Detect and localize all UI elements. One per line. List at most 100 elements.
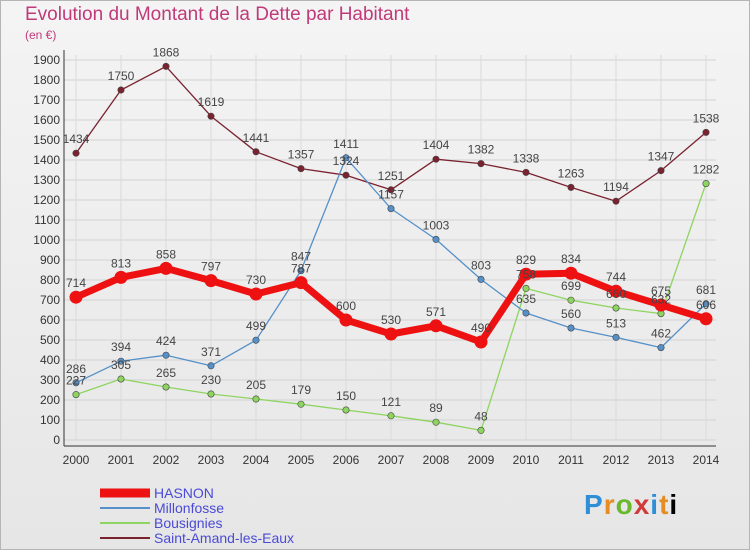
y-tick-label: 1100 xyxy=(34,213,60,227)
data-label: 1251 xyxy=(378,169,405,183)
x-tick-label: 2011 xyxy=(558,453,584,467)
data-label: 787 xyxy=(291,262,311,276)
data-label: 834 xyxy=(561,252,581,266)
axes: 0 100 200 300 400 500 600 700 800 900 1000 1100 1200… xyxy=(33,50,720,467)
y-tick-label: 1700 xyxy=(33,93,60,107)
data-label: 513 xyxy=(606,316,626,330)
data-label: 1347 xyxy=(648,150,675,164)
data-point xyxy=(477,426,485,434)
data-point xyxy=(474,335,488,349)
data-point xyxy=(699,312,713,326)
data-point xyxy=(72,379,80,387)
y-tick-label: 100 xyxy=(40,413,60,427)
data-point xyxy=(654,298,668,312)
data-label: 499 xyxy=(246,319,266,333)
x-tick-label: 2004 xyxy=(243,453,270,467)
y-tick-label: 1300 xyxy=(33,173,60,187)
data-point xyxy=(159,261,173,275)
x-tick-label: 2009 xyxy=(468,453,495,467)
data-label: 560 xyxy=(561,307,581,321)
data-label: 1411 xyxy=(333,137,359,151)
data-label: 606 xyxy=(696,298,716,312)
data-label: 230 xyxy=(201,373,221,387)
y-tick-label: 600 xyxy=(40,313,60,327)
data-point xyxy=(657,344,665,352)
data-point xyxy=(162,62,170,70)
chart-subtitle: (en €) xyxy=(25,28,57,42)
data-point xyxy=(432,155,440,163)
data-point xyxy=(702,180,710,188)
data-point xyxy=(72,149,80,157)
legend-label: Millonfosse xyxy=(154,500,224,516)
data-point xyxy=(162,351,170,359)
x-tick-label: 2000 xyxy=(63,453,90,467)
x-tick-label: 2003 xyxy=(198,453,225,467)
data-label: 1324 xyxy=(333,154,360,168)
data-label: 858 xyxy=(156,247,176,261)
data-label: 462 xyxy=(651,327,671,341)
data-point xyxy=(522,284,530,292)
y-tick-label: 1200 xyxy=(33,193,60,207)
data-label: 490 xyxy=(471,321,491,335)
data-point xyxy=(612,197,620,205)
y-tick-label: 0 xyxy=(53,433,60,447)
data-point xyxy=(387,412,395,420)
x-tick-label: 2007 xyxy=(378,453,405,467)
y-tick-label: 1600 xyxy=(33,113,60,127)
data-label: 530 xyxy=(381,313,401,327)
data-label: 758 xyxy=(516,267,536,281)
data-point xyxy=(72,391,80,399)
data-label: 150 xyxy=(336,389,356,403)
data-point xyxy=(432,418,440,426)
data-label: 89 xyxy=(429,401,443,415)
data-label: 265 xyxy=(156,366,176,380)
data-label: 424 xyxy=(156,334,176,348)
x-tick-label: 2010 xyxy=(513,453,540,467)
data-label: 675 xyxy=(651,284,671,298)
chart-title: Evolution du Montant de la Dette par Hab… xyxy=(25,4,410,25)
data-point xyxy=(342,171,350,179)
data-label: 394 xyxy=(111,340,131,354)
data-point xyxy=(702,300,710,308)
x-tick-label: 2008 xyxy=(423,453,450,467)
data-label: 813 xyxy=(111,256,131,270)
data-point xyxy=(522,168,530,176)
data-label: 1263 xyxy=(558,166,585,180)
data-label: 371 xyxy=(201,345,221,359)
data-point xyxy=(294,276,308,290)
data-label: 1404 xyxy=(423,138,450,152)
data-label: 179 xyxy=(291,383,311,397)
data-label: 1338 xyxy=(513,151,540,165)
data-point xyxy=(339,313,353,327)
data-point xyxy=(342,154,350,162)
data-label: 1434 xyxy=(63,132,90,146)
proxiti-logo: Proxiti xyxy=(584,489,679,520)
data-point xyxy=(477,275,485,283)
data-point xyxy=(387,186,395,194)
data-point xyxy=(702,128,710,136)
x-tick-label: 2006 xyxy=(333,453,360,467)
y-tick-label: 300 xyxy=(40,373,60,387)
y-tick-label: 200 xyxy=(40,393,60,407)
y-tick-label: 800 xyxy=(40,273,60,287)
x-tick-label: 2005 xyxy=(288,453,315,467)
data-label: 1750 xyxy=(108,69,135,83)
data-point xyxy=(207,390,215,398)
data-labels: 1434 1750 1868 1619 1441 1357 1324 1251 1404 1382… xyxy=(63,45,720,423)
series-lines xyxy=(69,62,713,434)
data-point xyxy=(252,395,260,403)
data-label: 227 xyxy=(66,374,86,388)
data-label: 600 xyxy=(336,299,356,313)
data-point xyxy=(612,333,620,341)
data-point xyxy=(564,266,578,280)
data-point xyxy=(204,274,218,288)
x-tick-label: 2012 xyxy=(603,453,630,467)
data-label: 829 xyxy=(516,253,536,267)
data-point xyxy=(252,336,260,344)
data-point xyxy=(297,165,305,173)
data-label: 632 xyxy=(651,293,671,307)
y-tick-label: 1000 xyxy=(33,233,60,247)
data-label: 121 xyxy=(381,395,401,409)
data-point xyxy=(207,362,215,370)
